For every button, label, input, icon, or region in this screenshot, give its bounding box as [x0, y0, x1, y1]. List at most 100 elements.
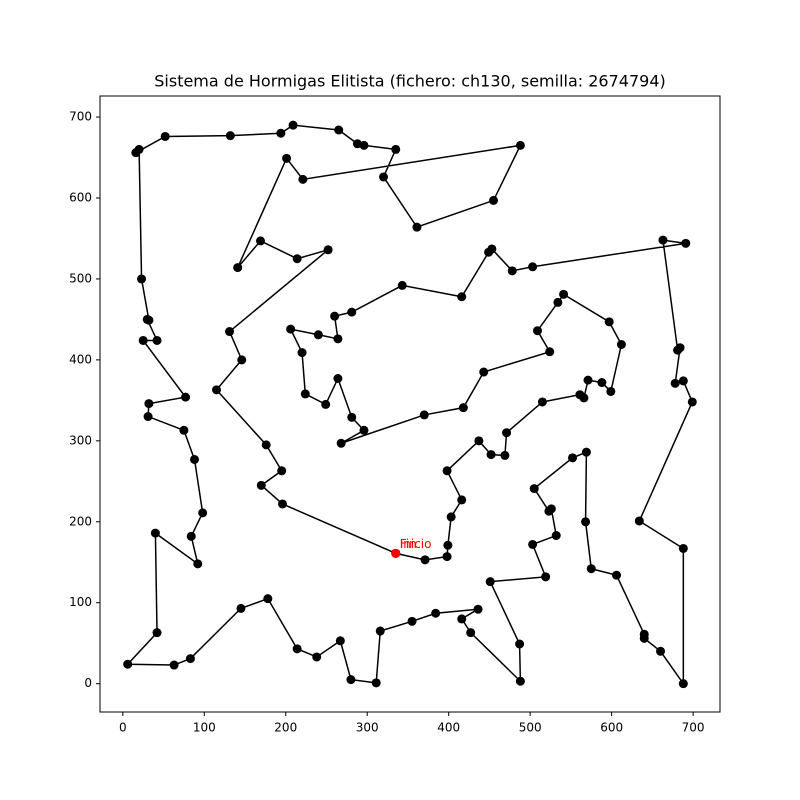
city-point [515, 639, 525, 649]
city-point [489, 195, 499, 205]
city-point [485, 577, 495, 587]
y-tick-label: 700 [69, 110, 92, 124]
city-point [336, 438, 346, 448]
city-point [190, 454, 200, 464]
city-point [359, 425, 369, 435]
city-point [185, 654, 195, 664]
start-label: Inicio [400, 537, 432, 551]
y-tick-label: 100 [69, 595, 92, 609]
city-point [559, 289, 569, 299]
start-point [391, 548, 401, 558]
city-point [583, 375, 593, 385]
city-point [687, 397, 697, 407]
city-point [237, 355, 247, 365]
city-point [515, 676, 525, 686]
city-point [288, 120, 298, 130]
city-point [431, 608, 441, 618]
city-point [298, 174, 308, 184]
city-point [457, 614, 467, 624]
city-point [546, 504, 556, 514]
city-point [597, 378, 607, 388]
city-point [443, 540, 453, 550]
city-point [419, 410, 429, 420]
city-point [541, 572, 551, 582]
y-tick-label: 400 [69, 352, 92, 366]
city-point [335, 636, 345, 646]
city-point [312, 652, 322, 662]
end-label: Fin [400, 537, 417, 551]
city-point [442, 552, 452, 562]
city-point [678, 543, 688, 553]
x-tick-label: 700 [682, 721, 705, 735]
city-point [537, 397, 547, 407]
city-point [277, 466, 287, 476]
city-point [282, 153, 292, 163]
city-point [656, 646, 666, 656]
plot-frame [99, 95, 721, 713]
city-point [143, 412, 153, 422]
city-point [486, 450, 496, 460]
city-point [606, 386, 616, 396]
city-point [179, 425, 189, 435]
city-point [446, 512, 456, 522]
city-point [507, 266, 517, 276]
city-point [137, 274, 147, 284]
city-point [300, 389, 310, 399]
city-point [131, 148, 141, 158]
y-tick-label: 0 [84, 676, 92, 690]
city-point [612, 570, 622, 580]
city-point [347, 412, 357, 422]
city-point [330, 311, 340, 321]
city-point [681, 238, 691, 248]
city-point [169, 660, 179, 670]
city-point [347, 307, 357, 317]
city-point [581, 447, 591, 457]
city-point [553, 297, 563, 307]
city-point [391, 144, 401, 154]
city-point [458, 403, 468, 413]
city-point [256, 480, 266, 490]
x-tick-label: 500 [519, 721, 542, 735]
x-tick-label: 0 [119, 721, 127, 735]
city-point [321, 399, 331, 409]
x-tick-label: 300 [356, 721, 379, 735]
city-point [286, 324, 296, 334]
chart-title: Sistema de Hormigas Elitista (fichero: c… [154, 72, 666, 91]
city-point [500, 450, 510, 460]
city-point [123, 659, 133, 669]
x-tick-label: 200 [274, 721, 297, 735]
y-tick-label: 600 [69, 190, 92, 204]
city-point [473, 604, 483, 614]
city-point [333, 374, 343, 384]
city-point [181, 392, 191, 402]
city-point [375, 626, 385, 636]
city-point [212, 385, 222, 395]
city-point [678, 376, 688, 386]
city-point [138, 335, 148, 345]
city-point [236, 603, 246, 613]
city-point [277, 499, 287, 509]
city-point [457, 495, 467, 505]
city-point [533, 326, 543, 336]
city-point [457, 292, 467, 302]
city-point [529, 484, 539, 494]
city-point [397, 280, 407, 290]
city-point [225, 327, 235, 337]
city-point [670, 378, 680, 388]
city-point [292, 254, 302, 264]
city-point [551, 531, 561, 541]
city-point [479, 367, 489, 377]
y-tick-label: 200 [69, 514, 92, 528]
city-point [144, 399, 154, 409]
city-point [502, 428, 512, 438]
city-point [292, 644, 302, 654]
city-point [255, 236, 265, 246]
city-point [442, 466, 452, 476]
city-point [545, 347, 555, 357]
city-point [634, 516, 644, 526]
city-point [186, 531, 196, 541]
city-point [359, 140, 369, 150]
y-tick-label: 300 [69, 433, 92, 447]
city-point [193, 559, 203, 569]
